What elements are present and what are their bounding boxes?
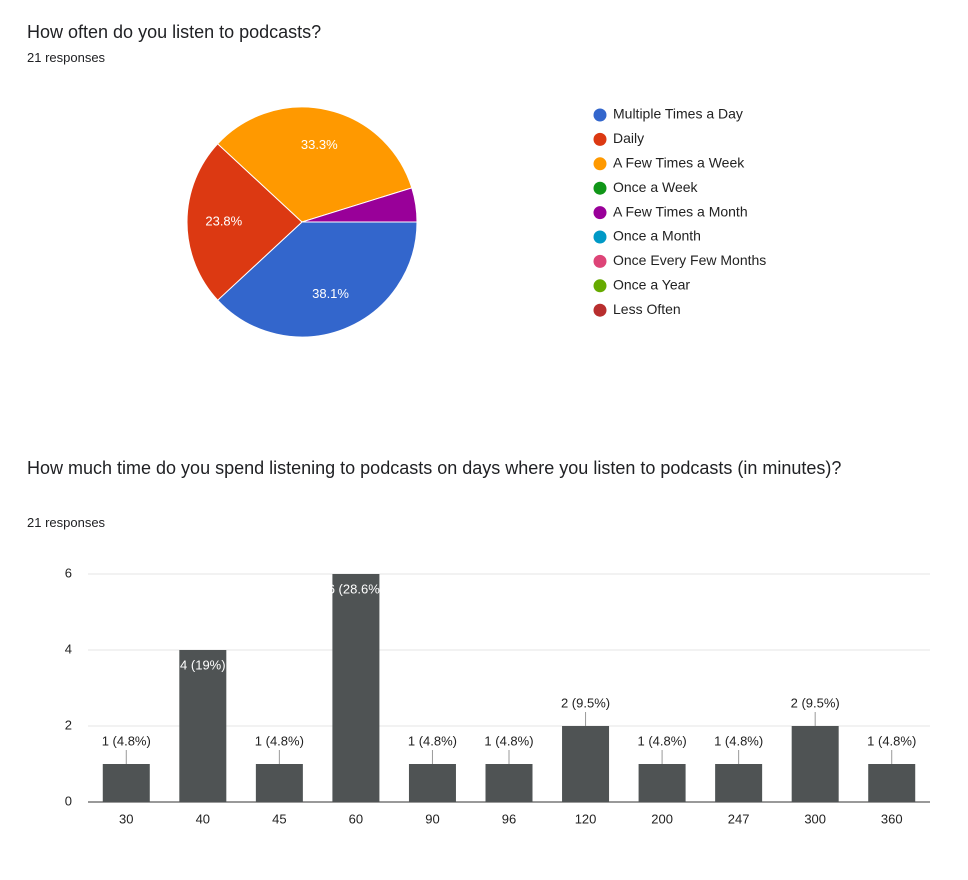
value-label: 1 (4.8%): [408, 733, 457, 748]
bar: [868, 764, 916, 802]
x-tick-label: 90: [425, 811, 439, 826]
value-label: 1 (4.8%): [867, 733, 916, 748]
chart-title: How much time do you spend listening to …: [27, 458, 842, 478]
legend-marker: [593, 181, 607, 195]
legend-label: Once a Year: [613, 277, 690, 293]
bar: [408, 764, 456, 802]
x-tick-label: 40: [196, 811, 210, 826]
legend-label: Once Every Few Months: [613, 252, 766, 268]
chart-subtitle: 21 responses: [27, 50, 106, 65]
bar: [562, 726, 610, 802]
slice-label: 33.3%: [301, 137, 338, 152]
legend-marker: [593, 132, 607, 146]
y-tick-label: 6: [65, 565, 72, 580]
x-tick-label: 96: [502, 811, 516, 826]
value-label: 1 (4.8%): [714, 733, 763, 748]
x-tick-label: 120: [575, 811, 597, 826]
legend-label: A Few Times a Month: [613, 203, 748, 219]
chart-title: How often do you listen to podcasts?: [27, 22, 322, 42]
bar: [715, 764, 763, 802]
x-tick-label: 60: [349, 811, 363, 826]
value-label: 1 (4.8%): [484, 733, 533, 748]
slice-label: 38.1%: [312, 286, 349, 301]
pie-slice: [186, 143, 303, 301]
bar: [791, 726, 839, 802]
legend-label: Less Often: [613, 301, 681, 317]
bar: [102, 764, 150, 802]
legend-marker: [593, 157, 607, 171]
legend-label: Daily: [613, 130, 644, 146]
legend-marker: [593, 230, 607, 244]
legend-marker: [593, 254, 607, 268]
legend-label: Once a Week: [613, 179, 699, 195]
legend-label: A Few Times a Week: [613, 155, 745, 171]
y-tick-label: 0: [65, 793, 72, 808]
pie-slice: [301, 187, 418, 223]
bar: [332, 574, 380, 802]
legend-marker: [593, 108, 607, 122]
value-label: 2 (9.5%): [791, 695, 840, 710]
bar: [485, 764, 533, 802]
x-tick-label: 200: [651, 811, 673, 826]
x-tick-label: 45: [272, 811, 286, 826]
bar: [638, 764, 686, 802]
x-tick-label: 300: [804, 811, 826, 826]
bar: [179, 650, 227, 802]
y-tick-label: 2: [65, 717, 72, 732]
y-tick-label: 4: [65, 641, 72, 656]
legend-label: Multiple Times a Day: [613, 106, 743, 122]
value-label: 6 (28.6%): [328, 581, 384, 596]
chart-subtitle: 21 responses: [27, 515, 106, 530]
value-label: 1 (4.8%): [638, 733, 687, 748]
legend-label: Once a Month: [613, 228, 701, 244]
bar: [255, 764, 303, 802]
legend-marker: [593, 206, 607, 220]
pie-slice: [216, 106, 413, 223]
pie-slice: [216, 221, 418, 338]
value-label: 1 (4.8%): [255, 733, 304, 748]
value-label: 1 (4.8%): [102, 733, 151, 748]
legend-marker: [593, 279, 607, 293]
legend-marker: [593, 303, 607, 317]
slice-label: 23.8%: [205, 213, 242, 228]
value-label: 2 (9.5%): [561, 695, 610, 710]
x-tick-label: 360: [881, 811, 903, 826]
x-tick-label: 30: [119, 811, 133, 826]
value-label: 4 (19%): [180, 657, 226, 672]
x-tick-label: 247: [728, 811, 750, 826]
